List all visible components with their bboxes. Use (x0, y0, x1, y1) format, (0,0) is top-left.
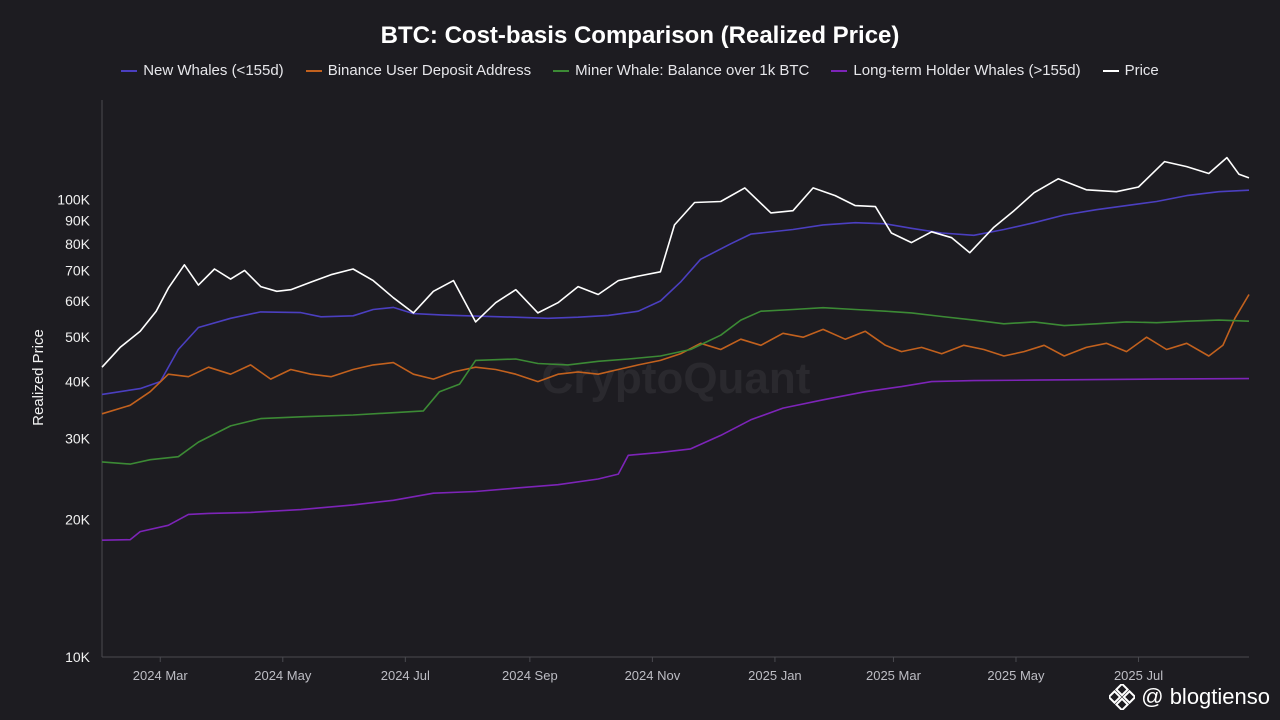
legend-item[interactable]: Binance User Deposit Address (305, 62, 532, 79)
y-tick-label: 60K (65, 293, 91, 309)
x-tick-label: 2024 Mar (133, 668, 189, 683)
legend-swatch (305, 69, 322, 72)
binance-logo-icon (1109, 684, 1136, 710)
legend-label: Price (1124, 62, 1159, 79)
x-tick-label: 2025 May (987, 668, 1045, 683)
series-line (101, 294, 1250, 415)
chart-legend: New Whales (<155d) Binance User Deposit A… (0, 62, 1280, 79)
legend-swatch (553, 69, 570, 72)
legend-label: Miner Whale: Balance over 1k BTC (575, 62, 810, 79)
y-tick-label: 20K (65, 511, 91, 527)
y-tick-label: 40K (65, 374, 91, 390)
y-tick-label: 90K (65, 212, 91, 228)
y-tick-label: 50K (65, 329, 91, 345)
legend-item[interactable]: Long-term Holder Whales (>155d) (831, 62, 1081, 79)
x-tick-label: 2025 Mar (866, 668, 922, 683)
x-tick-label: 2025 Jan (748, 668, 802, 683)
y-tick-label: 10K (65, 649, 91, 665)
legend-label: Binance User Deposit Address (327, 62, 532, 79)
x-tick-label: 2024 Sep (502, 668, 558, 683)
legend-item[interactable]: Price (1102, 62, 1159, 79)
series-line (101, 306, 1250, 465)
legend-label: Long-term Holder Whales (>155d) (853, 62, 1081, 79)
series-line (101, 189, 1250, 396)
x-tick-label: 2025 Jul (1114, 668, 1163, 683)
credit-handle: @ blogtienso (1141, 684, 1270, 709)
y-tick-label: 80K (65, 236, 91, 252)
y-axis-label: Realized Price (30, 329, 47, 426)
credit-badge: @ blogtienso (1109, 684, 1270, 710)
chart-title: BTC: Cost-basis Comparison (Realized Pri… (380, 22, 900, 49)
y-tick-label: 30K (65, 431, 91, 447)
legend-item[interactable]: New Whales (<155d) (121, 62, 284, 79)
watermark-text: CryptoQuant (542, 354, 811, 403)
y-tick-label: 70K (65, 262, 91, 278)
series-line (101, 156, 1250, 368)
legend-swatch (831, 69, 848, 72)
x-tick-label: 2024 Nov (625, 668, 681, 683)
series-line (101, 377, 1250, 541)
legend-item[interactable]: Miner Whale: Balance over 1k BTC (553, 62, 809, 79)
legend-swatch (121, 69, 138, 72)
legend-swatch (1102, 69, 1119, 72)
legend-label: New Whales (<155d) (143, 62, 284, 79)
x-tick-label: 2024 May (254, 668, 312, 683)
y-tick-label: 100K (57, 191, 90, 207)
x-tick-label: 2024 Jul (381, 668, 430, 683)
